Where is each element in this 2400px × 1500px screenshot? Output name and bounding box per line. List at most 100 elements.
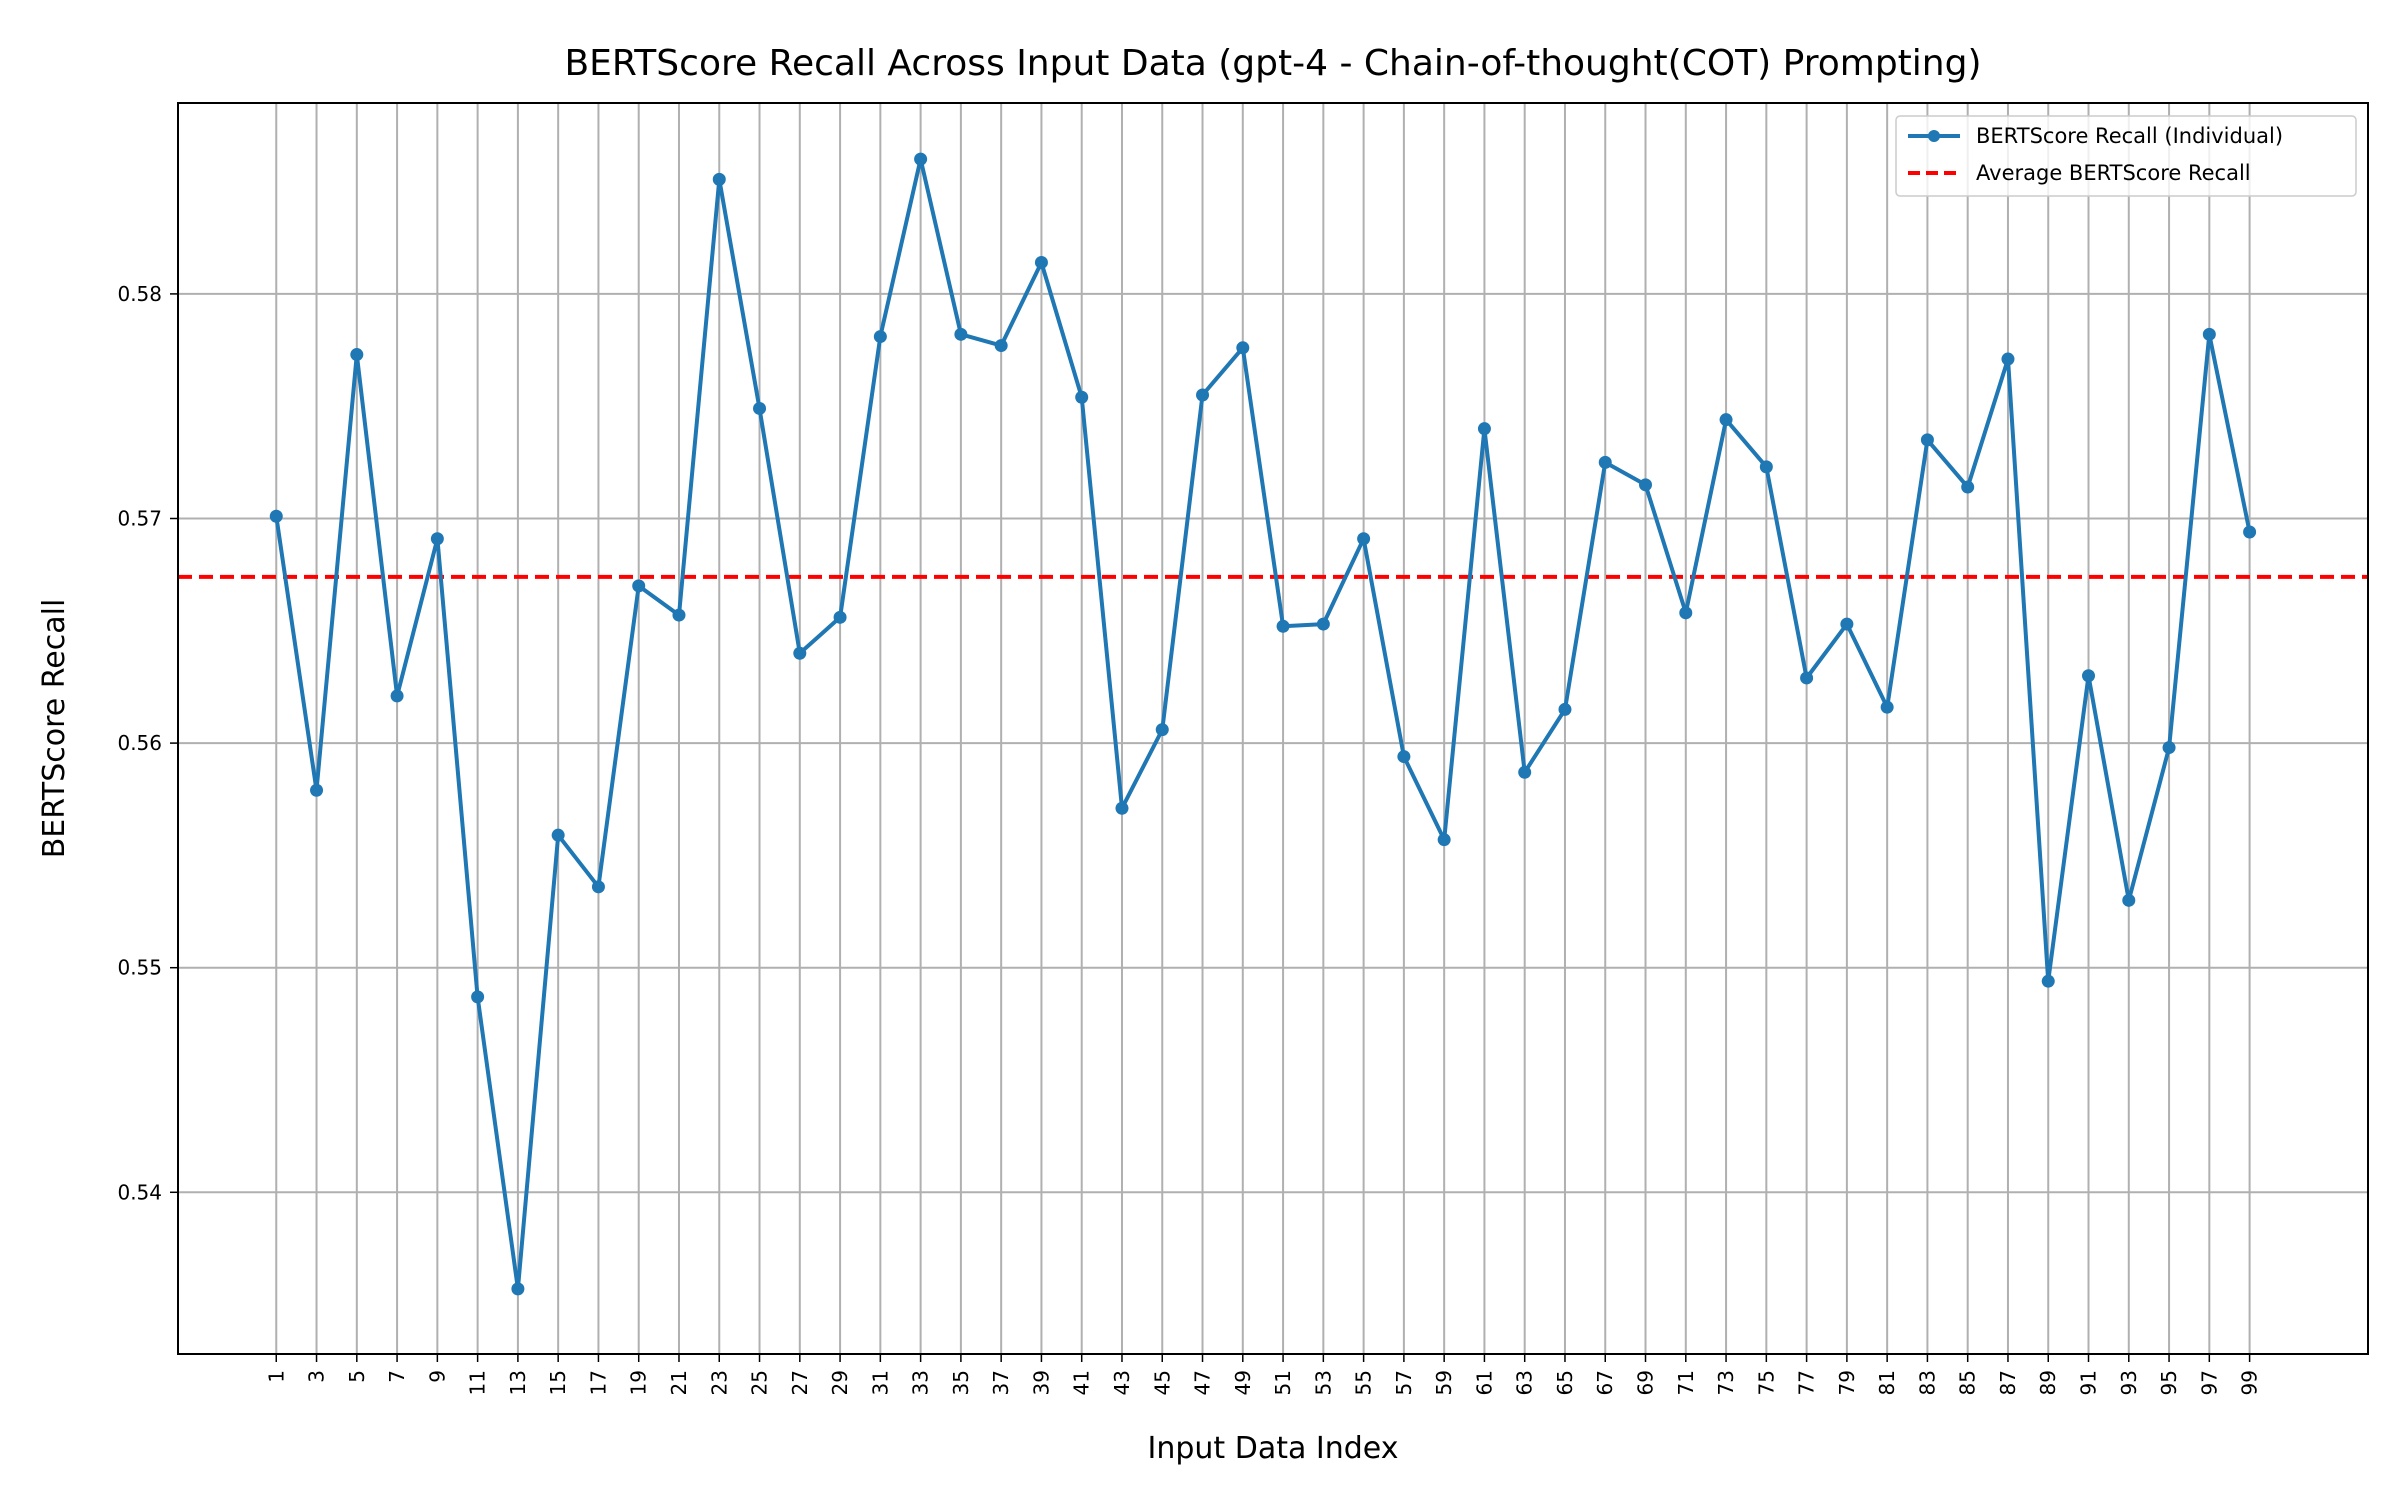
x-tick-label: 45 [1150, 1370, 1174, 1395]
data-point [511, 1282, 525, 1296]
x-tick-label: 39 [1029, 1370, 1053, 1395]
data-point [2243, 525, 2257, 539]
data-point [1800, 671, 1814, 685]
legend-series-label: BERTScore Recall (Individual) [1976, 124, 2283, 148]
data-point [269, 509, 283, 523]
plot-frame [177, 102, 2369, 1355]
data-point [551, 828, 565, 842]
x-tick-label: 51 [1271, 1370, 1295, 1395]
x-tick-label: 21 [667, 1370, 691, 1395]
grid-lines [178, 103, 2368, 1354]
series-group [269, 152, 2257, 1296]
data-point [1075, 390, 1089, 404]
x-tick-label: 73 [1714, 1370, 1738, 1395]
x-tick-label: 47 [1191, 1370, 1215, 1395]
x-tick-label: 55 [1352, 1370, 1376, 1395]
x-tick-label: 71 [1674, 1370, 1698, 1395]
x-tick-label: 61 [1472, 1370, 1496, 1395]
x-tick-label: 65 [1553, 1370, 1577, 1395]
data-point [310, 783, 324, 797]
data-point [2202, 327, 2216, 341]
data-point [1598, 455, 1612, 469]
x-tick-label: 97 [2197, 1370, 2221, 1395]
x-tick-label: 85 [1956, 1370, 1980, 1395]
data-point [471, 990, 485, 1004]
x-tick-label: 7 [385, 1370, 409, 1383]
data-point [1639, 478, 1653, 492]
data-point [833, 610, 847, 624]
data-point [2001, 352, 2015, 366]
data-point [1236, 341, 1250, 355]
x-tick-label: 67 [1593, 1370, 1617, 1395]
data-point [1920, 433, 1934, 447]
data-point [632, 579, 646, 593]
data-point [1558, 702, 1572, 716]
x-tick-label: 57 [1392, 1370, 1416, 1395]
data-point [793, 646, 807, 660]
x-tick-label: 79 [1835, 1370, 1859, 1395]
x-tick-label: 27 [788, 1370, 812, 1395]
data-point [1840, 617, 1854, 631]
data-point [591, 880, 605, 894]
x-tick-label: 59 [1432, 1370, 1456, 1395]
x-tick-label: 15 [546, 1370, 570, 1395]
data-point [1357, 532, 1371, 546]
x-tick-label: 63 [1513, 1370, 1537, 1395]
data-point [1759, 460, 1773, 474]
series-line [274, 157, 2252, 1291]
x-tick-label: 19 [627, 1370, 651, 1395]
data-point [2041, 974, 2055, 988]
data-point [430, 532, 444, 546]
data-point [2162, 741, 2176, 755]
data-point [1880, 700, 1894, 714]
x-axis-ticks: 1 3 5 7 9 11 13 15 17 19 21 23 25 27 29 31 33 35 37 39 41 43 4… [264, 1354, 2262, 1395]
legend-average-label: Average BERTScore Recall [1976, 161, 2251, 185]
x-tick-label: 43 [1110, 1370, 1134, 1395]
y-tick-label: 0.57 [117, 507, 162, 531]
data-point [1961, 480, 1975, 494]
x-tick-label: 37 [989, 1370, 1013, 1395]
legend-box [1895, 115, 2357, 197]
y-tick-label: 0.56 [117, 731, 162, 755]
x-tick-label: 23 [707, 1370, 731, 1395]
x-tick-label: 49 [1231, 1370, 1255, 1395]
chart-title: BERTScore Recall Across Input Data (gpt-… [564, 43, 1981, 84]
data-point [753, 401, 767, 415]
data-point [1196, 388, 1210, 402]
x-tick-label: 29 [828, 1370, 852, 1395]
x-tick-label: 33 [909, 1370, 933, 1395]
x-tick-label: 35 [949, 1370, 973, 1395]
x-tick-label: 9 [425, 1370, 449, 1383]
x-tick-label: 3 [305, 1370, 329, 1383]
legend-series-marker [1928, 130, 1940, 142]
x-tick-label: 11 [466, 1370, 490, 1395]
x-tick-label: 93 [2117, 1370, 2141, 1395]
x-tick-label: 1 [264, 1370, 288, 1383]
x-tick-label: 17 [586, 1370, 610, 1395]
data-point [994, 339, 1008, 353]
x-tick-label: 99 [2238, 1370, 2262, 1395]
y-axis-ticks: 0.54 0.55 0.56 0.57 0.58 [117, 282, 178, 1204]
y-tick-label: 0.54 [117, 1180, 162, 1204]
data-point [2082, 669, 2096, 683]
data-point [672, 608, 686, 622]
x-tick-label: 87 [1996, 1370, 2020, 1395]
x-tick-label: 89 [2036, 1370, 2060, 1395]
y-tick-label: 0.55 [117, 956, 162, 980]
x-tick-label: 25 [748, 1370, 772, 1395]
x-tick-label: 83 [1915, 1370, 1939, 1395]
legend: BERTScore Recall (Individual) Average BE… [1895, 115, 2357, 197]
x-tick-label: 13 [506, 1370, 530, 1395]
data-point [873, 330, 887, 344]
data-point [954, 327, 968, 341]
data-point [390, 689, 404, 703]
data-point [1155, 723, 1169, 737]
data-point [2122, 893, 2136, 907]
data-point [1397, 750, 1411, 764]
data-point [350, 348, 364, 362]
x-tick-label: 53 [1311, 1370, 1335, 1395]
data-point [1477, 422, 1491, 436]
x-tick-label: 75 [1754, 1370, 1778, 1395]
data-point [1115, 801, 1129, 815]
